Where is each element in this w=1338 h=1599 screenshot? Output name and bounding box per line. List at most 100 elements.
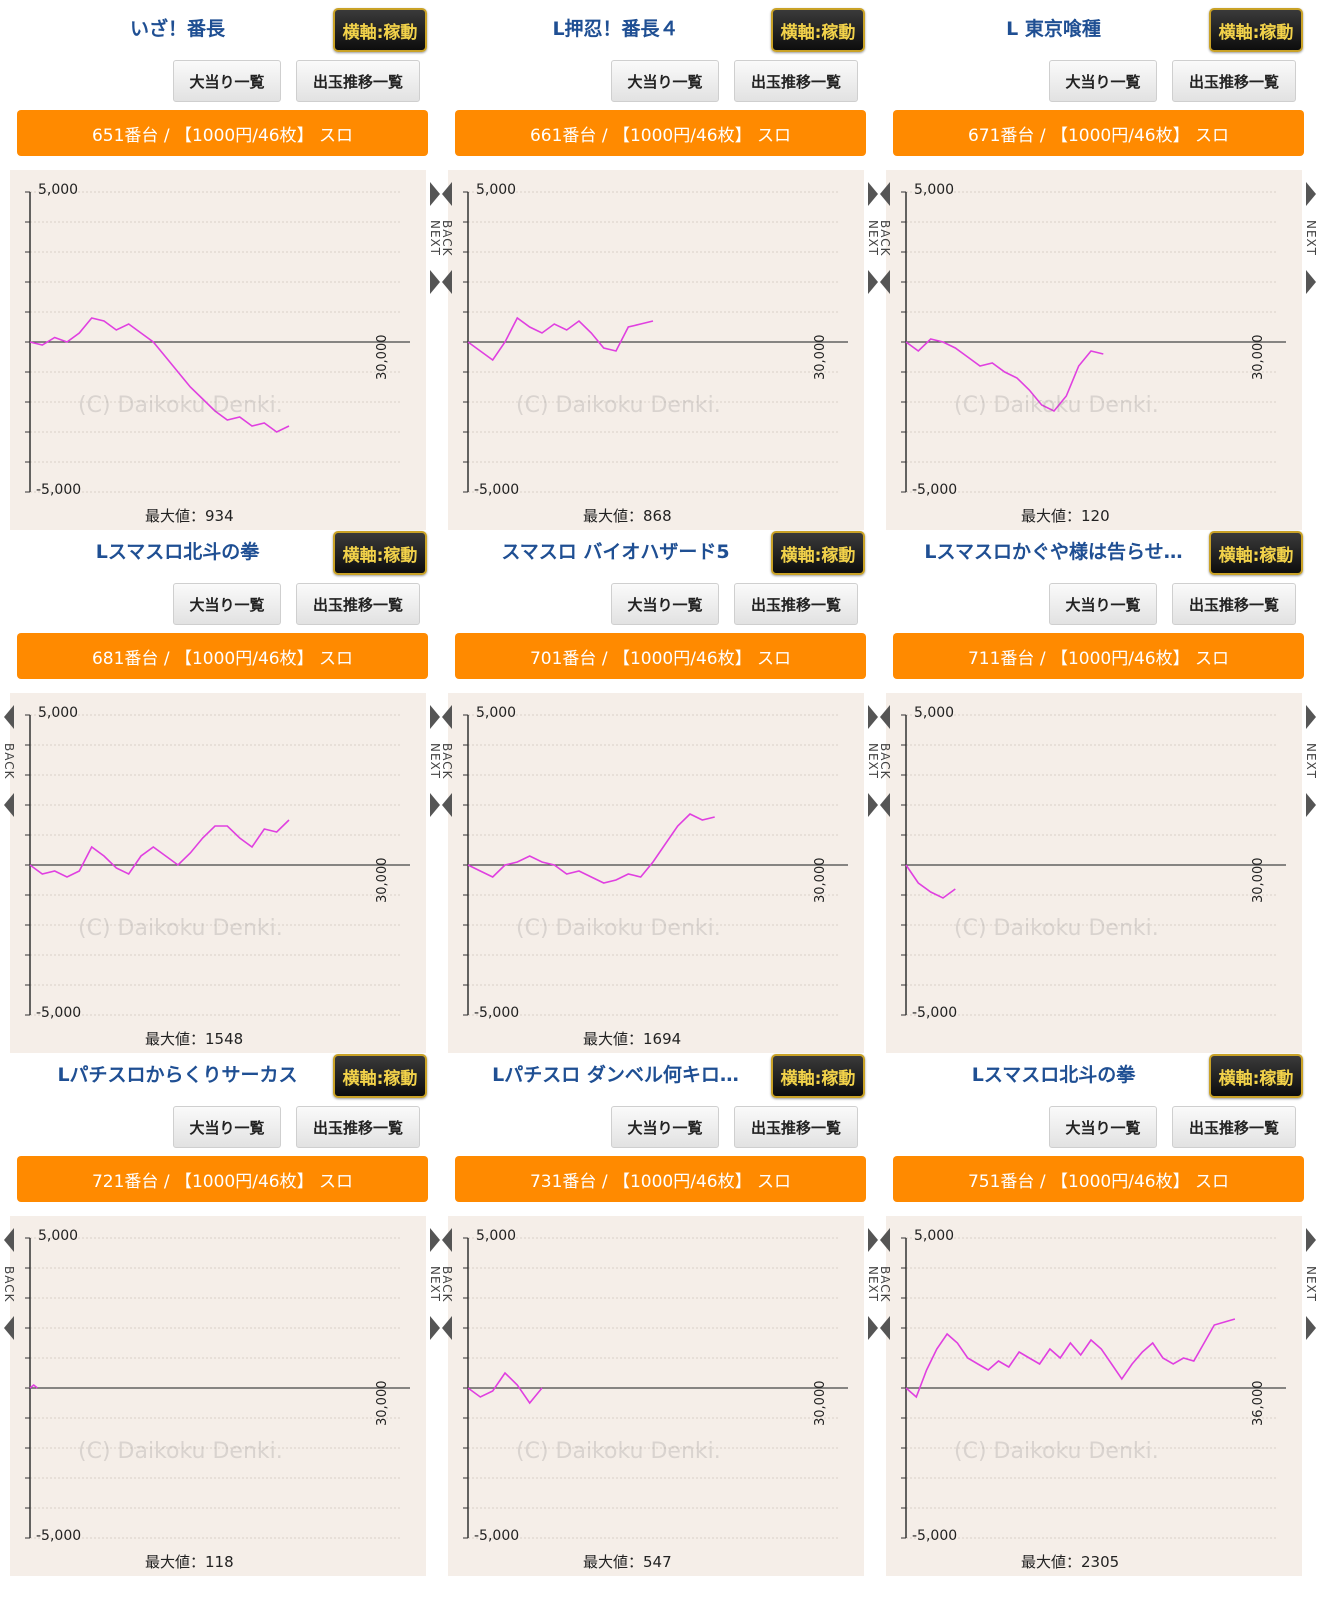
chart-svg (463, 1237, 848, 1539)
machine-number-bar[interactable]: 701番台 / 【1000円/46枚】 スロ (455, 633, 866, 679)
machine-title[interactable]: L 東京喰種 (1006, 18, 1101, 40)
back-label: BACK (2, 1265, 16, 1303)
y-tick-label-bottom: -5,000 (912, 1005, 958, 1021)
payout-trend-button[interactable]: 出玉推移一覧 (734, 1106, 858, 1148)
y-tick-label-top: 5,000 (914, 1228, 955, 1244)
machine-number-bar[interactable]: 731番台 / 【1000円/46枚】 スロ (455, 1156, 866, 1202)
chart-svg (901, 714, 1286, 1016)
machine-title[interactable]: スマスロ バイオハザード5 (501, 541, 730, 563)
payout-trend-button[interactable]: 出玉推移一覧 (1172, 60, 1296, 102)
jackpot-list-button[interactable]: 大当り一覧 (611, 583, 719, 625)
back-nav-button[interactable]: BACK (876, 182, 894, 294)
back-nav-button[interactable]: BACK (438, 182, 456, 294)
next-nav-button[interactable]: NEXT (426, 705, 444, 817)
jackpot-list-button[interactable]: 大当り一覧 (173, 60, 281, 102)
chart-svg (901, 191, 1286, 493)
arrow-right-icon (868, 1316, 878, 1340)
machine-number-bar[interactable]: 721番台 / 【1000円/46枚】 スロ (17, 1156, 428, 1202)
machine-card: いざ！番長 横軸:稼動大当り一覧 出玉推移一覧 651番台 / 【1000円/46枚】… (0, 0, 446, 533)
x-axis-max-label: 30,000 (813, 334, 828, 381)
axis-toggle-button[interactable]: 横軸:稼動 (1209, 531, 1303, 575)
arrow-left-icon (442, 705, 452, 729)
arrow-left-icon (880, 705, 890, 729)
watermark: (C) Daikoku Denki. (954, 916, 1159, 941)
jackpot-list-button[interactable]: 大当り一覧 (173, 583, 281, 625)
next-nav-button[interactable]: NEXT (864, 182, 882, 294)
axis-toggle-button[interactable]: 横軸:稼動 (771, 531, 865, 575)
axis-toggle-button[interactable]: 横軸:稼動 (333, 8, 427, 52)
next-label: NEXT (1304, 743, 1318, 779)
payout-trend-button[interactable]: 出玉推移一覧 (734, 583, 858, 625)
back-label: BACK (878, 219, 892, 257)
back-label: BACK (440, 219, 454, 257)
max-prefix: 最大値： (1021, 1553, 1082, 1571)
arrow-right-icon (1306, 182, 1316, 206)
jackpot-list-button[interactable]: 大当り一覧 (1049, 60, 1157, 102)
back-nav-button[interactable]: BACK (0, 705, 18, 817)
jackpot-list-button[interactable]: 大当り一覧 (1049, 583, 1157, 625)
machine-title[interactable]: Lパチスロからくりサーカス (57, 1064, 298, 1086)
machine-number-bar[interactable]: 671番台 / 【1000円/46枚】 スロ (893, 110, 1304, 156)
y-tick-label-bottom: -5,000 (912, 482, 958, 498)
jackpot-list-button[interactable]: 大当り一覧 (611, 60, 719, 102)
back-nav-button[interactable]: BACK (438, 1228, 456, 1340)
axis-toggle-button[interactable]: 横軸:稼動 (1209, 1054, 1303, 1098)
axis-toggle-button[interactable]: 横軸:稼動 (1209, 8, 1303, 52)
series-line (29, 1383, 38, 1389)
arrow-left-icon (442, 1228, 452, 1252)
y-tick-label-top: 5,000 (914, 705, 955, 721)
next-nav-button[interactable]: NEXT (426, 1228, 444, 1340)
machine-number-bar[interactable]: 751番台 / 【1000円/46枚】 スロ (893, 1156, 1304, 1202)
axis-toggle-button[interactable]: 横軸:稼動 (771, 1054, 865, 1098)
back-nav-button[interactable]: BACK (876, 1228, 894, 1340)
arrow-left-icon (880, 1315, 890, 1340)
series-line (467, 316, 654, 362)
machine-card: L 東京喰種 横軸:稼動大当り一覧 出玉推移一覧 671番台 / 【1000円/46枚… (876, 0, 1322, 533)
machine-number-bar[interactable]: 651番台 / 【1000円/46枚】 スロ (17, 110, 428, 156)
next-nav-button[interactable]: NEXT (426, 182, 444, 294)
machine-number-bar[interactable]: 681番台 / 【1000円/46枚】 スロ (17, 633, 428, 679)
max-value-label: 最大値：868 (583, 505, 672, 526)
axis-toggle-button[interactable]: 横軸:稼動 (333, 1054, 427, 1098)
payout-trend-button[interactable]: 出玉推移一覧 (296, 583, 420, 625)
max-value-label: 最大値：2305 (1021, 1551, 1119, 1572)
chart-svg (901, 1237, 1286, 1539)
next-nav-button[interactable]: NEXT (1302, 705, 1320, 817)
jackpot-list-button[interactable]: 大当り一覧 (611, 1106, 719, 1148)
payout-trend-button[interactable]: 出玉推移一覧 (296, 1106, 420, 1148)
payout-trend-button[interactable]: 出玉推移一覧 (1172, 583, 1296, 625)
machine-title[interactable]: いざ！番長 (129, 18, 225, 40)
x-axis-max-label: 36,000 (1251, 1380, 1266, 1427)
payout-trend-button[interactable]: 出玉推移一覧 (296, 60, 420, 102)
x-axis-max-label: 30,000 (1251, 334, 1266, 381)
machine-title[interactable]: L押忍！番長４ (552, 18, 679, 40)
watermark: (C) Daikoku Denki. (954, 393, 1159, 418)
jackpot-list-button[interactable]: 大当り一覧 (173, 1106, 281, 1148)
back-nav-button[interactable]: BACK (876, 705, 894, 817)
payout-trend-button[interactable]: 出玉推移一覧 (734, 60, 858, 102)
machine-number-bar[interactable]: 661番台 / 【1000円/46枚】 スロ (455, 110, 866, 156)
back-nav-button[interactable]: BACK (438, 705, 456, 817)
axis-toggle-button[interactable]: 横軸:稼動 (771, 8, 865, 52)
next-nav-button[interactable]: NEXT (864, 705, 882, 817)
y-tick-label-top: 5,000 (38, 1228, 79, 1244)
machine-title[interactable]: Lスマスロ北斗の拳 (971, 1064, 1136, 1086)
y-tick-label-top: 5,000 (38, 705, 79, 721)
max-value-label: 最大値：1548 (145, 1028, 243, 1049)
machine-title[interactable]: Lスマスロ北斗の拳 (95, 541, 260, 563)
next-label: NEXT (866, 743, 880, 779)
machine-title[interactable]: Lスマスロかぐや様は告らせ… (924, 541, 1183, 563)
machine-number-bar[interactable]: 711番台 / 【1000円/46枚】 スロ (893, 633, 1304, 679)
back-nav-button[interactable]: BACK (0, 1228, 18, 1340)
y-tick-label-top: 5,000 (914, 182, 955, 198)
next-nav-button[interactable]: NEXT (864, 1228, 882, 1340)
x-axis-max-label: 30,000 (813, 1380, 828, 1427)
next-nav-button[interactable]: NEXT (1302, 182, 1320, 294)
machine-title[interactable]: Lパチスロ ダンベル何キロ… (492, 1064, 739, 1086)
next-nav-button[interactable]: NEXT (1302, 1228, 1320, 1340)
payout-trend-button[interactable]: 出玉推移一覧 (1172, 1106, 1296, 1148)
axis-toggle-button[interactable]: 横軸:稼動 (333, 531, 427, 575)
arrow-left-icon (4, 705, 14, 729)
jackpot-list-button[interactable]: 大当り一覧 (1049, 1106, 1157, 1148)
